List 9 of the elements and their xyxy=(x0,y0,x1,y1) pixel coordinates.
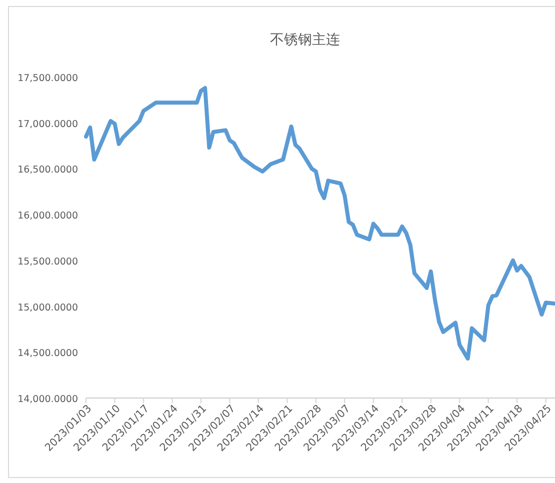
y-tick-label: 16,000.0000 xyxy=(18,210,78,222)
y-tick-label: 14,000.0000 xyxy=(18,394,78,405)
y-tick-label: 17,500.0000 xyxy=(18,73,78,84)
y-tick-label: 15,500.0000 xyxy=(18,256,78,268)
y-tick-label: 15,000.0000 xyxy=(18,302,78,314)
y-tick-label: 14,500.0000 xyxy=(18,348,78,360)
title: 不锈钢主连 xyxy=(270,32,340,48)
y-tick-label: 16,500.0000 xyxy=(18,164,78,176)
y-tick-label: 17,000.0000 xyxy=(18,118,78,130)
